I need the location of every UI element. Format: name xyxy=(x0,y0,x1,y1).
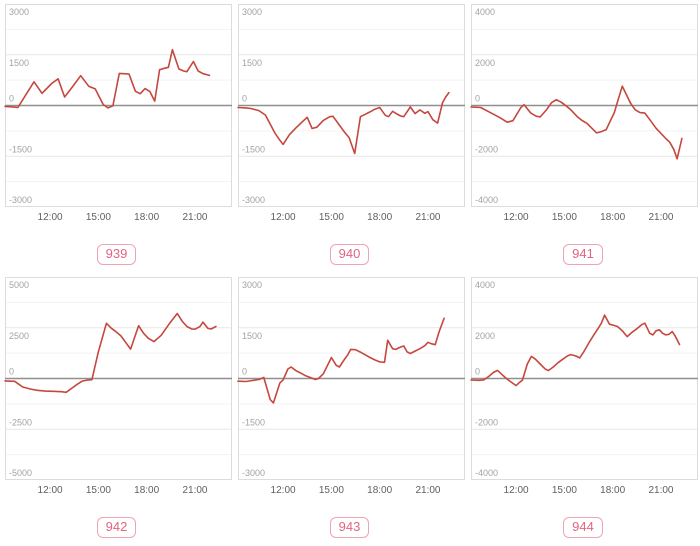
x-axis-tick-label: 21:00 xyxy=(182,212,207,223)
x-axis-tick-label: 21:00 xyxy=(415,485,440,496)
chart-line xyxy=(470,314,681,387)
x-axis-tick-label: 21:00 xyxy=(182,485,207,496)
x-axis-tick-label: 15:00 xyxy=(86,212,111,223)
y-axis-tick-label: 0 xyxy=(242,94,247,104)
x-axis-tick-label: 18:00 xyxy=(367,212,392,223)
badge-row: 944 xyxy=(466,517,700,538)
y-axis-tick-label: -4000 xyxy=(475,195,498,205)
line-chart: 5000 2500 0 -2500 -5000 12:00 15:00 18:00 21:00 xyxy=(4,277,232,496)
y-axis-tick-label: 5000 xyxy=(9,280,29,290)
x-axis-tick-label: 15:00 xyxy=(86,485,111,496)
line-chart: 4000 2000 0 -2000 -4000 12:00 15:00 18:00 21:00 xyxy=(470,4,698,223)
x-axis-tick-label: 12:00 xyxy=(271,485,296,496)
badge-row: 940 xyxy=(233,244,466,265)
badge-row: 941 xyxy=(466,244,700,265)
x-axis-tick-label: 18:00 xyxy=(134,485,159,496)
y-axis-tick-label: -5000 xyxy=(9,468,32,478)
chart-panel-940: 3000 1500 0 -1500 -3000 12:00 15:00 18:00 21:00 … xyxy=(233,0,466,273)
chart-panel-944: 4000 2000 0 -2000 -4000 12:00 15:00 18:00 21:00 … xyxy=(466,273,700,546)
line-chart: 3000 1500 0 -1500 -3000 12:00 15:00 18:00 21:00 xyxy=(237,4,465,223)
x-axis-tick-label: 12:00 xyxy=(504,212,529,223)
badge-row: 939 xyxy=(0,244,233,265)
chart-badge[interactable]: 944 xyxy=(563,517,603,538)
line-chart: 4000 2000 0 -2000 -4000 12:00 15:00 18:00 21:00 xyxy=(470,277,698,496)
chart-panel-941: 4000 2000 0 -2000 -4000 12:00 15:00 18:00 21:00 … xyxy=(466,0,700,273)
chart-badge[interactable]: 942 xyxy=(96,517,137,538)
y-axis-tick-label: -2500 xyxy=(9,417,32,427)
x-axis-tick-label: 18:00 xyxy=(600,212,625,223)
chart-panel-939: 3000 1500 0 -1500 -3000 12:00 15:00 18:00 21:00 … xyxy=(0,0,233,273)
x-axis-tick-label: 15:00 xyxy=(552,212,577,223)
x-axis-tick-label: 12:00 xyxy=(38,212,63,223)
y-axis-tick-label: 2500 xyxy=(9,331,29,341)
y-axis-tick-label: -4000 xyxy=(475,468,498,478)
chart-line xyxy=(470,85,683,160)
x-axis-tick-label: 12:00 xyxy=(271,212,296,223)
y-axis-tick-label: 2000 xyxy=(475,331,495,341)
y-axis-tick-label: -2000 xyxy=(475,417,498,427)
x-axis-tick-label: 21:00 xyxy=(648,212,673,223)
badge-row: 942 xyxy=(0,517,233,538)
y-axis-tick-label: 0 xyxy=(475,367,480,377)
y-axis-tick-label: 0 xyxy=(9,367,14,377)
badge-row: 943 xyxy=(233,517,466,538)
chart-panel-943: 3000 1500 0 -1500 -3000 12:00 15:00 18:00 21:00 … xyxy=(233,273,466,546)
y-axis-tick-label: 0 xyxy=(242,367,247,377)
y-axis-tick-label: -1500 xyxy=(242,144,265,154)
y-axis-tick-label: 0 xyxy=(9,94,14,104)
x-axis-tick-label: 15:00 xyxy=(319,212,344,223)
y-axis-tick-label: -1500 xyxy=(242,417,265,427)
x-axis-tick-label: 12:00 xyxy=(504,485,529,496)
chart-line xyxy=(237,317,445,404)
y-axis-tick-label: -1500 xyxy=(9,144,32,154)
x-axis-tick-label: 18:00 xyxy=(134,212,159,223)
line-chart: 3000 1500 0 -1500 -3000 12:00 15:00 18:00 21:00 xyxy=(4,4,232,223)
y-axis-tick-label: 1500 xyxy=(242,58,262,68)
y-axis-tick-label: 3000 xyxy=(242,280,262,290)
y-axis-tick-label: 3000 xyxy=(9,7,29,17)
y-axis-tick-label: 3000 xyxy=(242,7,262,17)
chart-line xyxy=(4,48,211,109)
chart-badge[interactable]: 943 xyxy=(329,517,370,538)
line-chart: 3000 1500 0 -1500 -3000 12:00 15:00 18:00 21:00 xyxy=(237,277,465,496)
y-axis-tick-label: 4000 xyxy=(475,7,495,17)
x-axis-tick-label: 12:00 xyxy=(38,485,63,496)
x-axis-tick-label: 18:00 xyxy=(367,485,392,496)
y-axis-tick-label: 1500 xyxy=(242,331,262,341)
x-axis-tick-label: 21:00 xyxy=(415,212,440,223)
y-axis-tick-label: 2000 xyxy=(475,58,495,68)
chart-badge[interactable]: 941 xyxy=(563,244,603,265)
x-axis-tick-label: 15:00 xyxy=(552,485,577,496)
x-axis-tick-label: 18:00 xyxy=(600,485,625,496)
y-axis-tick-label: 1500 xyxy=(9,58,29,68)
x-axis-tick-label: 21:00 xyxy=(648,485,673,496)
chart-panel-942: 5000 2500 0 -2500 -5000 12:00 15:00 18:00 21:00 … xyxy=(0,273,233,546)
y-axis-tick-label: -3000 xyxy=(9,195,32,205)
y-axis-tick-label: 4000 xyxy=(475,280,495,290)
chart-line xyxy=(237,91,450,155)
chart-badge[interactable]: 940 xyxy=(329,244,370,265)
y-axis-tick-label: 0 xyxy=(475,94,480,104)
chart-line xyxy=(4,312,217,394)
y-axis-tick-label: -3000 xyxy=(242,195,265,205)
y-axis-tick-label: -3000 xyxy=(242,468,265,478)
chart-badge[interactable]: 939 xyxy=(96,244,137,265)
x-axis-tick-label: 15:00 xyxy=(319,485,344,496)
y-axis-tick-label: -2000 xyxy=(475,144,498,154)
